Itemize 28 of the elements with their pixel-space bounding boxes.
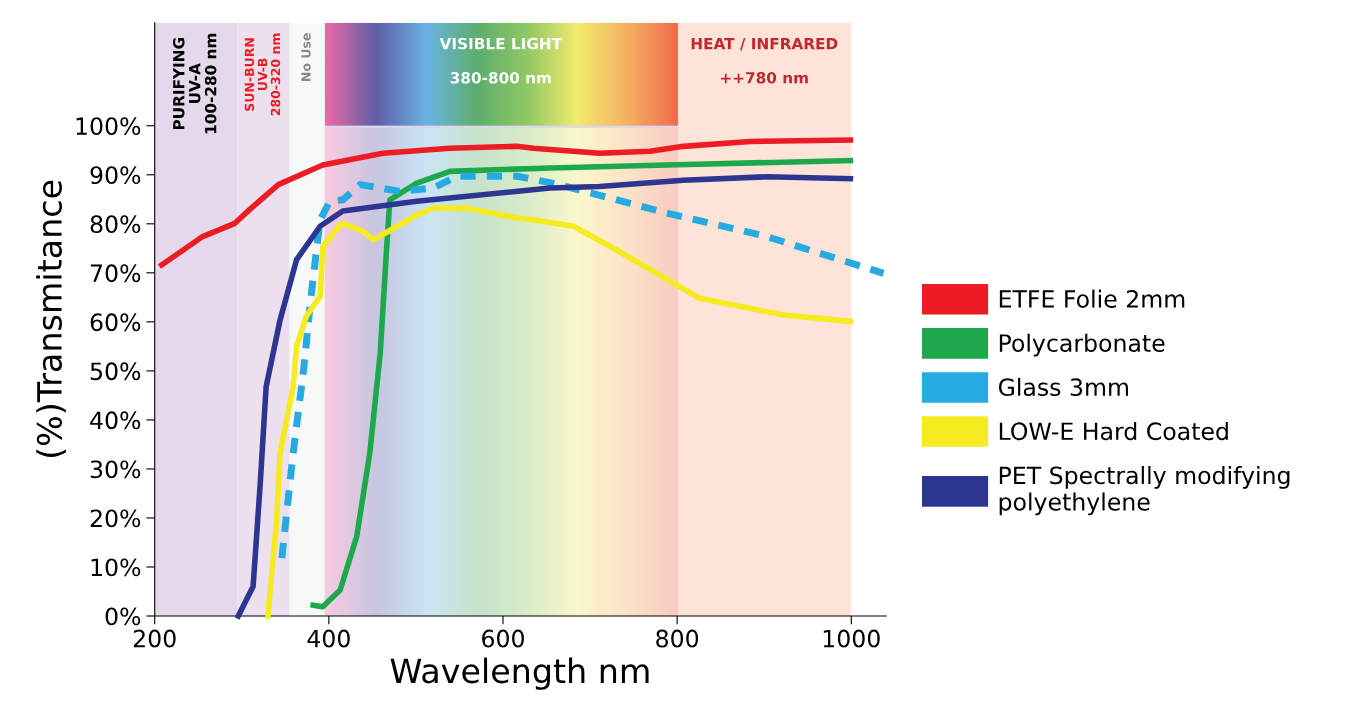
y-tick-label: 10%	[91, 558, 141, 577]
legend-label: Polycarbonate	[999, 333, 1165, 357]
band-label: SUN-BURN UV-B 280-320 nm	[244, 33, 281, 116]
y-tick-label: 100%	[76, 117, 141, 136]
legend-label: Glass 3mm	[998, 377, 1129, 397]
legend-label: PET Spectrally modifying polyethylene	[999, 466, 1290, 516]
y-tick-label: 80%	[90, 215, 141, 234]
band-label: No Use	[301, 33, 311, 81]
legend-label: ETFE Folie 2mm	[999, 289, 1185, 308]
legend-label: LOW-E Hard Coated	[999, 421, 1228, 441]
y-tick-label: 90%	[90, 166, 141, 185]
y-tick-label: 50%	[90, 362, 141, 381]
text: HEAT / INFRARED ++780 nm	[691, 37, 838, 84]
band-label: PURIFYING UV-A 100-280 nm	[172, 33, 217, 134]
y-tick-label: 40%	[90, 411, 141, 430]
y-tick-label: 60%	[90, 313, 141, 332]
x-tick-label: 1000	[823, 629, 880, 648]
x-tick-label: 400	[307, 629, 350, 648]
y-tick-label: 20%	[90, 509, 141, 528]
y-tick-label: 30%	[90, 460, 141, 479]
text: VISIBLE LIGHT 380-800 nm	[439, 37, 562, 84]
x-tick-label: 600	[482, 629, 524, 648]
y-tick-label: 70%	[90, 264, 141, 283]
x-axis-title: Wavelength nm	[390, 657, 649, 690]
y-tick-label: 0%	[105, 607, 141, 626]
y-axis-title: (%)Transmitance	[36, 180, 66, 458]
x-tick-label: 800	[656, 629, 699, 648]
x-tick-label: 200	[133, 629, 176, 648]
